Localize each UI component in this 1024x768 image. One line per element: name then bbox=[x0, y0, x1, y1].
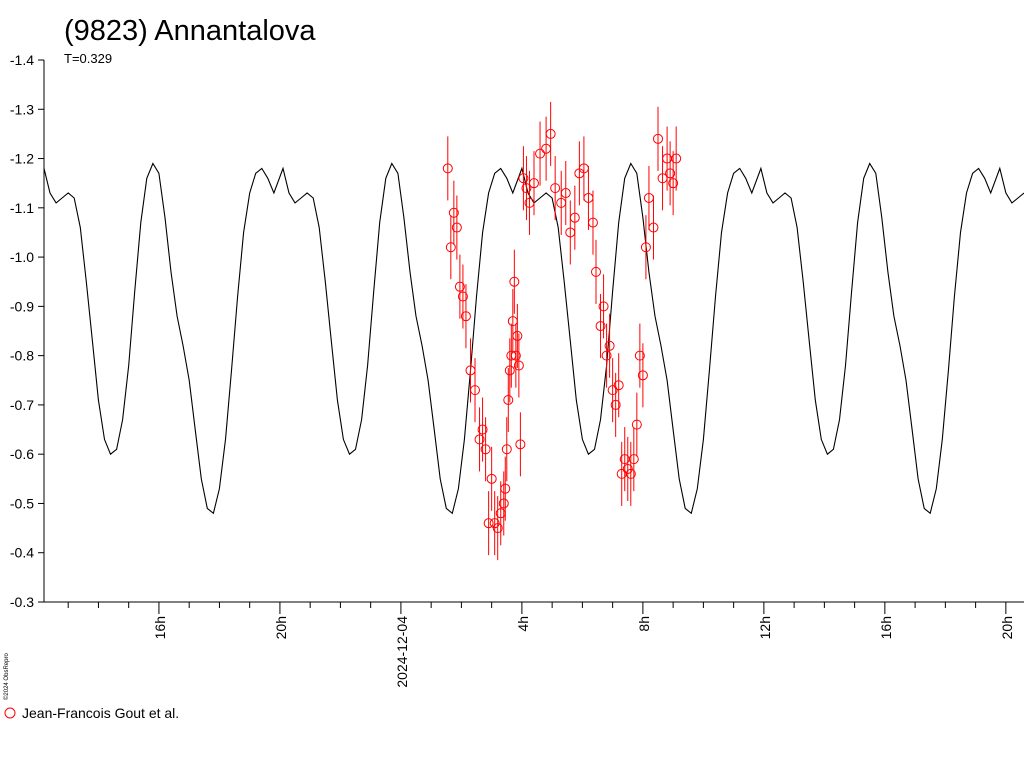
x-tick-label: 16h bbox=[152, 616, 168, 639]
data-point bbox=[622, 463, 633, 474]
data-point bbox=[509, 276, 520, 287]
y-tick-label: -0.6 bbox=[10, 446, 34, 462]
x-tick-label: 16h bbox=[878, 616, 894, 639]
data-point bbox=[587, 217, 598, 228]
data-point bbox=[648, 222, 659, 233]
data-point bbox=[545, 128, 556, 139]
data-point bbox=[503, 394, 514, 405]
data-point bbox=[451, 222, 462, 233]
y-tick-label: -1.2 bbox=[10, 151, 34, 167]
y-tick-label: -0.4 bbox=[10, 545, 34, 561]
data-point bbox=[512, 330, 523, 341]
data-point bbox=[550, 183, 561, 194]
y-tick-label: -1.3 bbox=[10, 101, 34, 117]
x-tick-label: 8h bbox=[636, 616, 652, 632]
data-point bbox=[492, 523, 503, 534]
data-point bbox=[498, 498, 509, 509]
chart-subtitle: T=0.329 bbox=[64, 51, 112, 66]
data-point bbox=[483, 518, 494, 529]
data-point bbox=[480, 444, 491, 455]
data-point bbox=[637, 370, 648, 381]
data-point bbox=[668, 178, 679, 189]
data-point bbox=[448, 207, 459, 218]
data-point bbox=[610, 399, 621, 410]
data-point bbox=[474, 434, 485, 445]
y-tick-label: -0.9 bbox=[10, 298, 34, 314]
y-tick-label: -0.7 bbox=[10, 397, 34, 413]
x-tick-label: 20h bbox=[999, 616, 1015, 639]
data-point bbox=[625, 468, 636, 479]
data-point bbox=[607, 385, 618, 396]
data-point bbox=[671, 153, 682, 164]
data-point bbox=[518, 173, 529, 184]
data-point bbox=[613, 380, 624, 391]
y-ticks: -0.3 -0.4 -0.5 -0.6 -0.7 -0.8 -0.9 -1.0 -1.1 -1.2… bbox=[10, 52, 44, 610]
data-point bbox=[535, 148, 546, 159]
data-point bbox=[442, 163, 453, 174]
data-point bbox=[598, 301, 609, 312]
x-tick-label: 4h bbox=[515, 616, 531, 632]
y-tick-label: -1.1 bbox=[10, 200, 34, 216]
legend-label: Jean-Francois Gout et al. bbox=[22, 705, 179, 721]
data-point bbox=[631, 419, 642, 430]
data-point bbox=[510, 350, 521, 361]
data-point bbox=[653, 133, 664, 144]
data-point bbox=[500, 483, 511, 494]
x-tick-label: 20h bbox=[273, 616, 289, 639]
data-point bbox=[634, 350, 645, 361]
x-ticks: 16h 20h 2024-12-04 4h 8h 12h 16h 20h bbox=[67, 602, 1015, 688]
model-lightcurve bbox=[43, 162, 1024, 515]
data-point bbox=[457, 291, 468, 302]
observation-points bbox=[442, 101, 682, 561]
data-point bbox=[640, 242, 651, 253]
x-tick-label: 12h bbox=[757, 616, 773, 639]
x-tick-label: 2024-12-04 bbox=[394, 616, 410, 688]
data-point bbox=[489, 518, 500, 529]
axes bbox=[43, 60, 1024, 603]
data-point bbox=[569, 212, 580, 223]
data-point bbox=[470, 385, 481, 396]
data-point bbox=[560, 188, 571, 199]
y-tick-label: -0.8 bbox=[10, 348, 34, 364]
data-point bbox=[515, 439, 526, 450]
legend: Jean-Francois Gout et al. bbox=[4, 705, 179, 721]
data-point bbox=[628, 454, 639, 465]
data-point bbox=[521, 183, 532, 194]
chart-title: (9823) Annantalova bbox=[64, 15, 316, 47]
data-point bbox=[460, 311, 471, 322]
y-tick-label: -0.3 bbox=[10, 594, 34, 610]
data-point bbox=[486, 473, 497, 484]
data-point bbox=[504, 365, 515, 376]
data-point bbox=[454, 281, 465, 292]
data-point bbox=[604, 340, 615, 351]
data-point bbox=[665, 168, 676, 179]
data-point bbox=[601, 350, 612, 361]
data-point bbox=[445, 242, 456, 253]
legend-marker-icon bbox=[4, 707, 16, 719]
y-tick-label: -1.0 bbox=[10, 249, 34, 265]
credit-label: ©2024 ObsRepro bbox=[3, 653, 10, 700]
data-point bbox=[501, 444, 512, 455]
y-tick-label: -1.4 bbox=[10, 52, 34, 68]
data-point bbox=[591, 266, 602, 277]
data-point bbox=[513, 360, 524, 371]
data-point bbox=[595, 321, 606, 332]
y-tick-label: -0.5 bbox=[10, 495, 34, 511]
data-point bbox=[529, 178, 539, 189]
data-point bbox=[477, 424, 488, 435]
